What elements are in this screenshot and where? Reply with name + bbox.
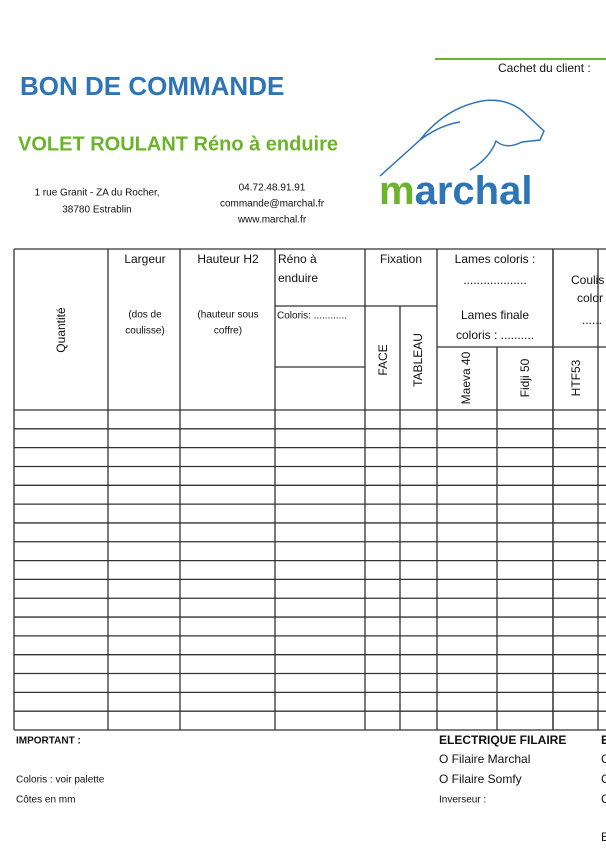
contact: 04.72.48.91.91	[239, 183, 306, 194]
footer-option: Inverseur :	[439, 795, 486, 806]
address: 38780 Estrablin	[62, 205, 132, 216]
address: 1 rue Granit - ZA du Rocher,	[34, 188, 159, 199]
footer-note: Côtes en mm	[16, 795, 75, 806]
header-cell: color	[577, 291, 603, 305]
header-cell: Fidji 50	[518, 358, 532, 397]
header-cell: Réno à	[278, 252, 317, 266]
stamp-label: Cachet du client :	[498, 61, 591, 75]
header-cell: FACE	[376, 344, 390, 375]
cut-text: C	[601, 792, 606, 806]
header-cell: Lames finale	[461, 308, 529, 322]
contact: commande@marchal.fr	[220, 199, 325, 210]
cut-text: E	[601, 830, 606, 844]
title: BON DE COMMANDE	[20, 71, 284, 101]
header-note: (hauteur sous	[197, 310, 258, 321]
header-cell: TABLEAU	[411, 333, 425, 387]
footer-heading: IMPORTANT :	[16, 736, 81, 747]
header-cell: Largeur	[124, 252, 165, 266]
logo: marchal	[379, 169, 532, 213]
subtitle: VOLET ROULANT Réno à enduire	[18, 133, 338, 155]
contact: www.marchal.fr	[237, 215, 307, 226]
header-note: Coloris: ............	[277, 311, 347, 322]
header-cell: Hauteur H2	[197, 252, 259, 266]
header-cell: ......	[582, 313, 602, 327]
cut-text: E	[601, 733, 606, 747]
footer-note: Coloris : voir palette	[16, 775, 105, 786]
footer-heading: ELECTRIQUE FILAIRE	[439, 733, 566, 747]
footer-option: O Filaire Somfy	[439, 772, 522, 786]
header-note: (dos de	[128, 310, 162, 321]
header-cell: enduire	[278, 271, 318, 285]
header-cell: Lames coloris :	[455, 252, 536, 266]
header-cell: Quantité	[54, 307, 68, 353]
cut-text: C	[601, 752, 606, 766]
cut-text: C	[601, 772, 606, 786]
header-cell: Fixation	[380, 252, 422, 266]
logo-bear	[379, 99, 545, 177]
table-lines	[13, 248, 606, 731]
header-note: coulisse)	[125, 326, 164, 337]
header-cell: ...................	[463, 273, 526, 287]
footer-option: O Filaire Marchal	[439, 752, 530, 766]
header-cell: coloris : ..........	[456, 328, 534, 342]
header-cell: HTF53	[569, 359, 583, 396]
header-note: coffre)	[214, 326, 242, 337]
header-cell: Coulis	[571, 273, 604, 287]
header-cell: Maeva 40	[459, 351, 473, 404]
